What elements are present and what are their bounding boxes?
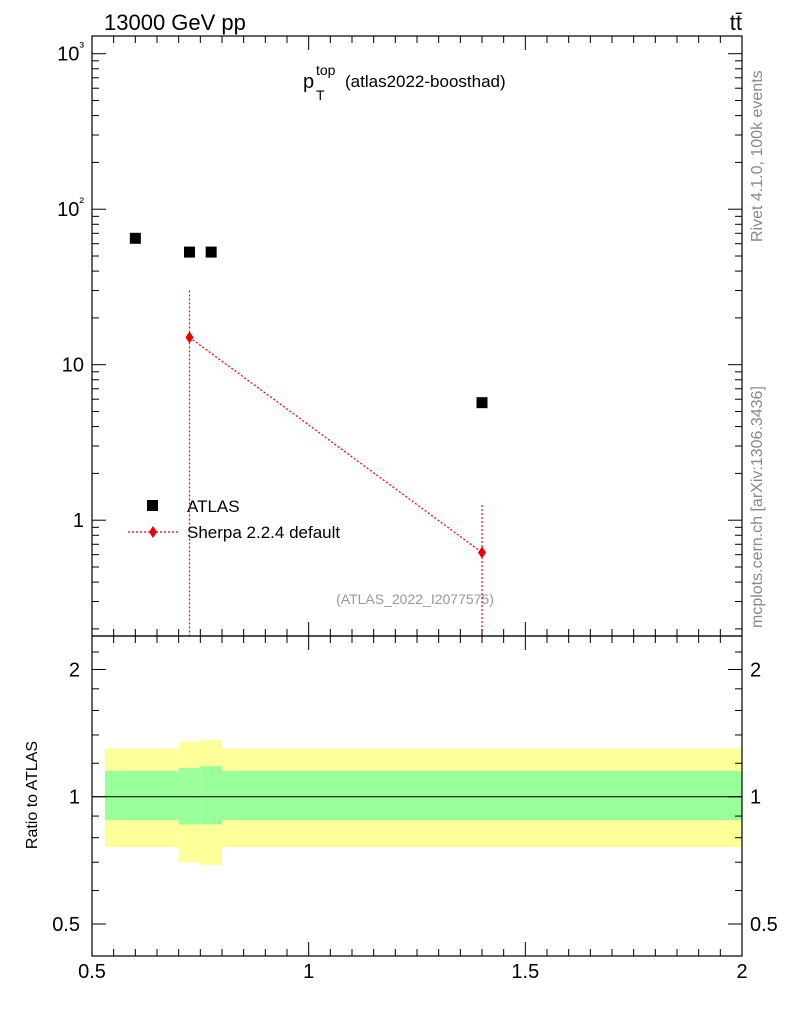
main-y-tick-label: 10³ (57, 39, 84, 66)
main-y-tick-label: 10 (62, 355, 84, 377)
ratio-x-tick-label: 2 (736, 961, 747, 983)
legend-label-sherpa: Sherpa 2.2.4 default (187, 523, 340, 542)
plot-title-main: p (303, 71, 314, 93)
ratio-x-tick-label: 1 (303, 961, 314, 983)
ratio-x-tick-label: 0.5 (78, 961, 106, 983)
ratio-x-tick-label: 1.5 (511, 961, 539, 983)
ratio-band-inner-bin-0 (105, 771, 179, 821)
plot-title-suffix: (atlas2022-boosthad) (345, 72, 506, 91)
ratio-y-tick-label-left: 0.5 (52, 914, 80, 936)
plot-title: p (303, 71, 314, 93)
ratio-band-inner-bin-1 (178, 767, 201, 825)
main-y-tick-label: 1 (73, 510, 84, 532)
plot-title-sup: top (316, 62, 336, 78)
sherpa-point (185, 331, 194, 344)
sherpa-line (189, 336, 483, 553)
legend-marker-atlas (147, 500, 158, 511)
legend-label-atlas: ATLAS (187, 497, 240, 516)
plot-title-sub: T (316, 87, 325, 103)
legend-marker-sherpa (149, 526, 157, 538)
atlas-point (184, 246, 195, 258)
main-y-tick-label: 10² (57, 194, 84, 221)
header-energy-label: 13000 GeV pp (104, 10, 246, 35)
ratio-y-tick-label-right: 0.5 (750, 914, 778, 936)
atlas-point (205, 246, 217, 258)
main-data-points (129, 232, 488, 636)
atlas-point (129, 232, 141, 244)
ratio-y-tick-label-left: 1 (69, 787, 80, 809)
sherpa-point (478, 546, 486, 559)
side-label-mcplots: mcplots.cern.ch [arXiv:1306.3436] (749, 386, 766, 628)
legend: ATLAS Sherpa 2.2.4 default (128, 497, 340, 542)
ratio-band-inner-bin-2 (200, 766, 222, 825)
axes (91, 35, 743, 957)
ratio-bands (105, 740, 742, 865)
side-label-rivet: Rivet 4.1.0, 100k events (749, 70, 766, 242)
ratio-band-inner-bin-3 (222, 771, 742, 821)
ratio-y-tick-label-left: 2 (69, 659, 80, 681)
header-process-label: tt̄ (730, 10, 742, 35)
ratio-y-tick-label-right: 2 (750, 659, 761, 681)
analysis-id: (ATLAS_2022_I2077575) (336, 591, 494, 607)
tick-labels: 10³ 10² 10 1 0.5 1 1.5 2 2 2 1 1 0.5 0.5 (52, 39, 778, 983)
ratio-y-axis-label: Ratio to ATLAS (24, 741, 41, 849)
atlas-point (476, 397, 488, 409)
ratio-y-tick-label-right: 1 (750, 787, 761, 809)
